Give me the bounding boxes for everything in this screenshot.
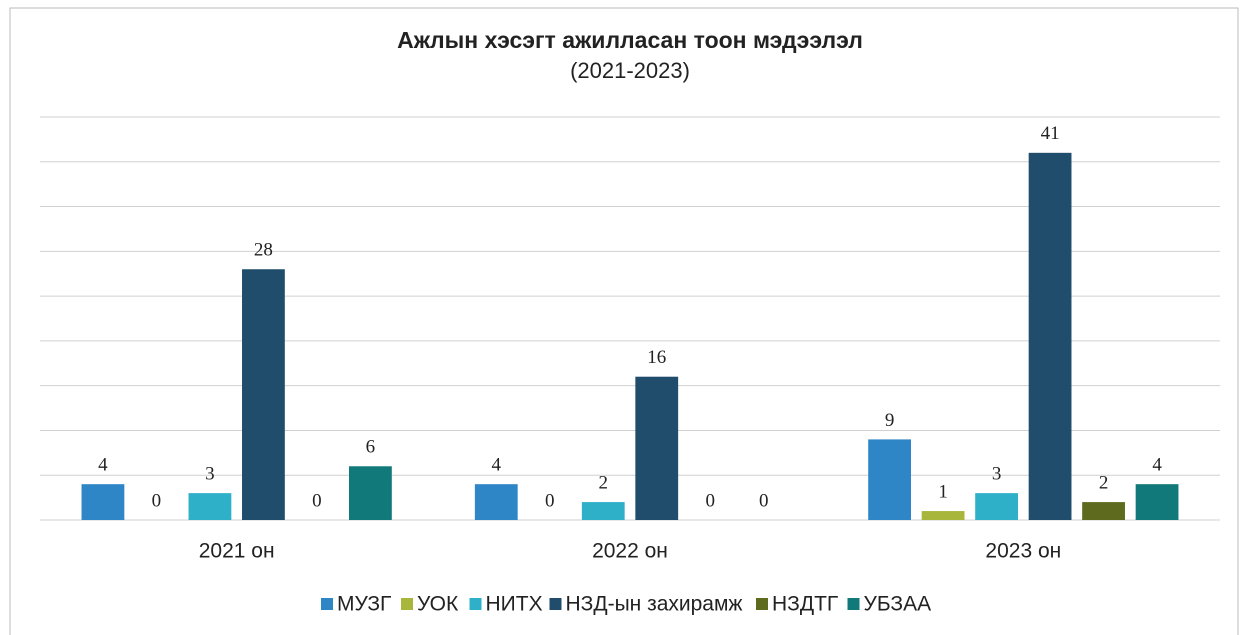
legend-label: НИТХ bbox=[486, 593, 543, 616]
bar bbox=[581, 502, 625, 520]
legend-swatch bbox=[469, 598, 482, 610]
legend-label: МУЗГ bbox=[337, 593, 391, 616]
value-label: 6 bbox=[366, 437, 376, 458]
bar bbox=[242, 269, 285, 520]
bar bbox=[81, 484, 125, 520]
chart-frame bbox=[9, 7, 1239, 635]
legend-label: НЗД-ын захирамж bbox=[566, 593, 743, 616]
bar bbox=[975, 493, 1018, 520]
bar bbox=[349, 466, 392, 520]
value-label: 1 bbox=[938, 481, 948, 502]
value-label: 2 bbox=[599, 472, 609, 493]
value-label: 41 bbox=[1041, 123, 1060, 144]
value-label: 9 bbox=[885, 410, 895, 431]
value-label: 2 bbox=[1099, 472, 1109, 493]
bar bbox=[921, 511, 965, 520]
value-label: 0 bbox=[312, 490, 322, 511]
legend-swatch bbox=[401, 598, 413, 610]
bar bbox=[188, 493, 232, 520]
value-label: 4 bbox=[98, 455, 108, 476]
legend-swatch bbox=[321, 598, 333, 610]
value-label: 4 bbox=[1152, 455, 1162, 476]
value-label: 4 bbox=[492, 455, 502, 476]
x-tick-label: 2023 он bbox=[985, 540, 1061, 563]
value-label: 3 bbox=[992, 463, 1002, 484]
legend-label: НЗДТГ bbox=[772, 593, 838, 616]
legend-label: УБЗАА bbox=[864, 593, 932, 616]
chart-subtitle: (2021-2023) bbox=[570, 58, 690, 83]
legend-swatch bbox=[756, 598, 768, 610]
value-label: 0 bbox=[152, 490, 162, 511]
bar bbox=[474, 484, 518, 520]
value-label: 3 bbox=[205, 463, 215, 484]
bar bbox=[1082, 502, 1125, 520]
value-label: 28 bbox=[254, 240, 273, 261]
bar bbox=[1028, 152, 1072, 521]
bar bbox=[1135, 484, 1179, 520]
value-label: 0 bbox=[545, 490, 555, 511]
bar bbox=[635, 376, 679, 520]
value-label: 0 bbox=[759, 490, 769, 511]
bar bbox=[868, 439, 911, 520]
legend-swatch bbox=[847, 598, 860, 610]
x-tick-label: 2022 он bbox=[592, 540, 668, 563]
chart-title: Ажлын хэсэгт ажилласан тоон мэдээлэл bbox=[397, 27, 863, 53]
legend-label: УОК bbox=[417, 593, 459, 616]
value-label: 16 bbox=[647, 347, 666, 368]
legend-swatch bbox=[549, 598, 562, 610]
value-label: 0 bbox=[705, 490, 715, 511]
x-tick-label: 2021 он bbox=[199, 540, 275, 563]
